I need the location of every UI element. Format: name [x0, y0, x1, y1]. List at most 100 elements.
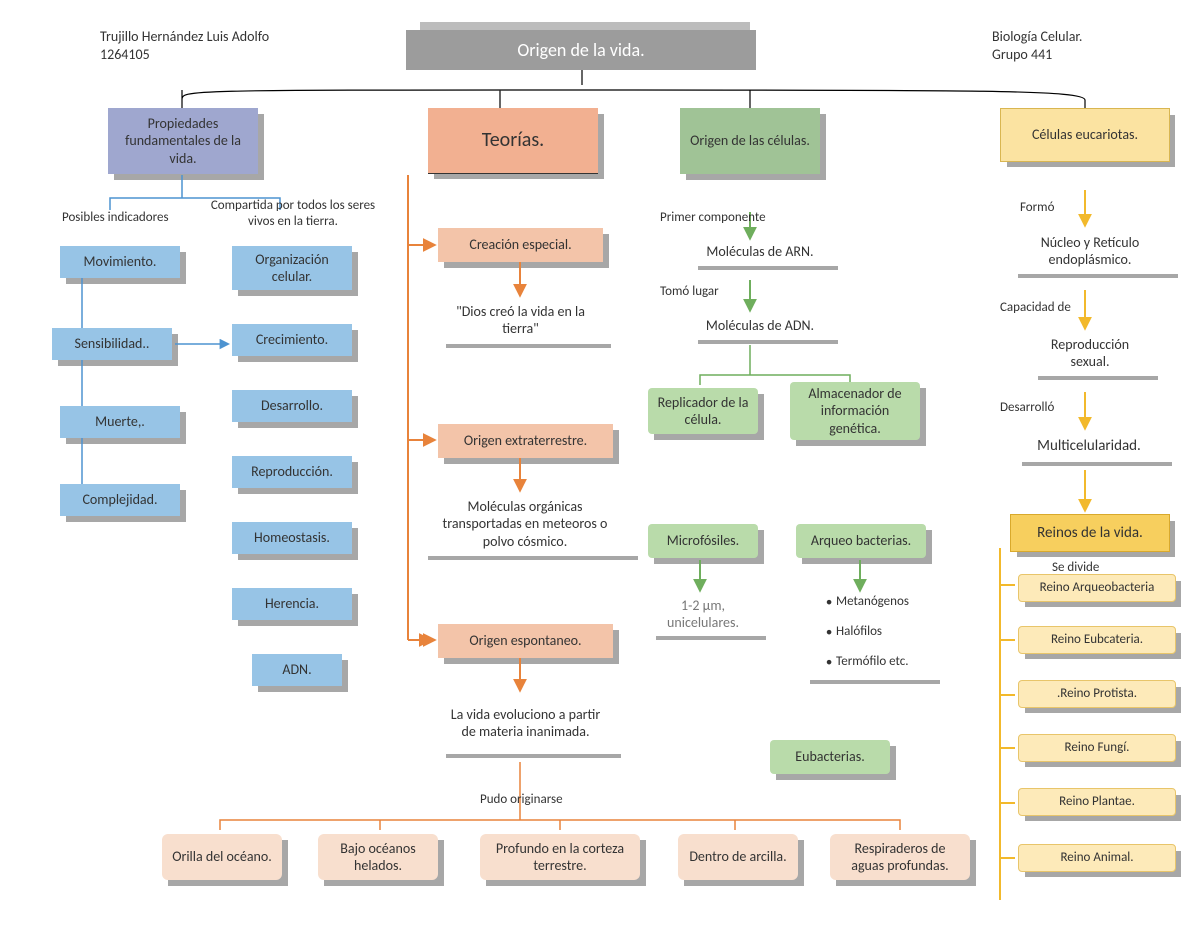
section-cells-origin-label: Origen de las células. [690, 132, 810, 150]
node-spontaneous: Origen espontaneo. [438, 624, 613, 658]
node-movement: Movimiento. [60, 246, 180, 278]
eubacteria-text: Eubacterias. [795, 748, 865, 766]
node-growth: Crecimiento. [232, 324, 352, 356]
k-plantae-text: Reino Plantae. [1059, 794, 1135, 810]
node-complexity: Complejidad. [60, 484, 180, 516]
frozen-oceans-text: Bajo océanos helados. [326, 840, 430, 875]
k-animal-text: Reino Animal. [1060, 850, 1133, 866]
node-multicellularity: Multicelularidad. [1014, 432, 1164, 460]
capacity-label: Capacidad de [1000, 300, 1071, 316]
node-k-plantae: Reino Plantae. [1018, 788, 1176, 816]
node-k-archae: Reino Arqueobacteria [1018, 574, 1176, 602]
special-creation-text: Creación especial. [469, 236, 571, 254]
heredity-text: Herencia. [265, 595, 319, 613]
spontaneous-text: Origen espontaneo. [469, 632, 581, 650]
node-eubacteria: Eubacterias. [770, 740, 890, 774]
node-death: Muerte,. [60, 406, 180, 438]
section-theories: Teorías. [428, 108, 598, 174]
microfossils-text: Microfósiles. [667, 532, 739, 550]
node-spontaneous-desc: La vida evoluciono a partir de materia i… [438, 694, 613, 752]
node-replicator: Replicador de la célula. [648, 388, 758, 434]
could-originate-label: Pudo originarse [480, 792, 563, 808]
title-text: Origen de la vida. [517, 39, 644, 62]
archaebacteria-text: Arqueo bacterias. [811, 532, 911, 550]
multicellularity-text: Multicelularidad. [1037, 437, 1141, 456]
node-nucleus-er: Núcleo y Retículo endoplásmico. [1010, 230, 1170, 272]
node-dna: ADN. [252, 654, 342, 686]
section-eukaryotes: Células eucariotas. [1000, 108, 1170, 162]
halophiles-text: Halófilos [826, 624, 882, 640]
node-cell-org: Organización celular. [232, 246, 352, 290]
node-frozen-oceans: Bajo océanos helados. [318, 834, 438, 880]
node-microfossil-desc: 1-2 μm, unicelulares. [648, 594, 758, 634]
node-sensitivity: Sensibilidad.. [52, 328, 172, 360]
genetic-store-text: Almacenador de información genética. [798, 385, 912, 438]
student-id: 1264105 [100, 46, 150, 64]
node-archaebacteria: Arqueo bacterias. [796, 524, 926, 558]
deep-vents-text: Respiraderos de aguas profundas. [838, 840, 962, 875]
deep-crust-text: Profundo en la corteza terrestre. [488, 840, 632, 875]
node-deep-vents: Respiraderos de aguas profundas. [830, 834, 970, 880]
section-properties-label: Propiedades fundamentales de la vida. [116, 115, 250, 168]
god-quote-text: "Dios creó la vida en la tierra" [446, 303, 595, 338]
node-reproduction: Reproducción. [232, 456, 352, 488]
sensitivity-text: Sensibilidad.. [75, 335, 150, 353]
group-label: Grupo 441 [992, 46, 1052, 64]
ocean-shore-text: Orilla del océano. [172, 848, 272, 866]
took-place-label: Tomó lugar [660, 284, 719, 300]
et-origin-text: Origen extraterrestre. [464, 432, 587, 450]
student-name: Trujillo Hernández Luis Adolfo [100, 28, 269, 46]
sexual-repro-text: Reproducción sexual. [1038, 336, 1142, 371]
node-k-animal: Reino Animal. [1018, 844, 1176, 872]
et-desc-text: Moléculas orgánicas transportadas en met… [428, 498, 622, 551]
section-cells-origin: Origen de las células. [680, 108, 820, 174]
section-eukaryotes-label: Células eucariotas. [1032, 126, 1138, 144]
node-sexual-repro: Reproducción sexual. [1030, 332, 1150, 374]
node-microfossils: Microfósiles. [648, 524, 758, 558]
dna-text: ADN. [282, 661, 311, 679]
thermophiles-text: Termófilo etc. [826, 654, 909, 670]
replicator-text: Replicador de la célula. [656, 394, 750, 429]
methanogens-text: Metanógenos [826, 594, 909, 610]
k-eubact-text: Reino Eubcateria. [1051, 632, 1143, 648]
death-text: Muerte,. [95, 413, 145, 431]
node-dna-mol: Moléculas de ADN. [690, 314, 830, 338]
development-text: Desarrollo. [261, 397, 323, 415]
first-component-label: Primer componente [660, 210, 766, 226]
node-rna: Moléculas de ARN. [690, 240, 830, 264]
node-god-quote: "Dios creó la vida en la tierra" [438, 298, 603, 342]
node-et-origin: Origen extraterrestre. [438, 424, 613, 458]
k-fungi-text: Reino Fungí. [1065, 740, 1130, 756]
rna-text: Moléculas de ARN. [706, 243, 813, 261]
section-theories-label: Teorías. [482, 128, 544, 153]
reproduction-text: Reproducción. [251, 463, 333, 481]
node-k-eubact: Reino Eubcateria. [1018, 626, 1176, 654]
homeostasis-text: Homeostasis. [254, 529, 330, 547]
shared-label: Compartida por todos los seres vivos en … [198, 198, 388, 231]
movement-text: Movimiento. [84, 253, 157, 271]
indicators-label: Posibles indicadores [62, 210, 169, 226]
complexity-text: Complejidad. [82, 491, 157, 509]
bullet-underline [810, 680, 940, 684]
title-box: Origen de la vida. [406, 30, 756, 70]
nucleus-er-text: Núcleo y Retículo endoplásmico. [1018, 234, 1162, 269]
spontaneous-desc-text: La vida evoluciono a partir de materia i… [446, 706, 605, 741]
dna-mol-text: Moléculas de ADN. [706, 317, 814, 335]
node-development: Desarrollo. [232, 390, 352, 422]
node-k-fungi: Reino Fungí. [1018, 734, 1176, 762]
node-et-desc: Moléculas orgánicas transportadas en met… [420, 494, 630, 554]
node-heredity: Herencia. [232, 588, 352, 620]
formed-label: Formó [1020, 200, 1054, 216]
in-clay-text: Dentro de arcilla. [689, 848, 786, 866]
cell-org-text: Organización celular. [240, 251, 344, 286]
node-k-protist: .Reino Protista. [1018, 680, 1176, 708]
growth-text: Crecimiento. [256, 331, 328, 349]
node-in-clay: Dentro de arcilla. [678, 834, 798, 880]
kingdoms-text: Reinos de la vida. [1037, 524, 1143, 543]
k-protist-text: .Reino Protista. [1057, 686, 1137, 702]
node-deep-crust: Profundo en la corteza terrestre. [480, 834, 640, 880]
developed-label: Desarrolló [1000, 400, 1054, 416]
microfossil-desc-text: 1-2 μm, unicelulares. [656, 597, 750, 632]
node-genetic-store: Almacenador de información genética. [790, 382, 920, 440]
node-ocean-shore: Orilla del océano. [162, 834, 282, 880]
